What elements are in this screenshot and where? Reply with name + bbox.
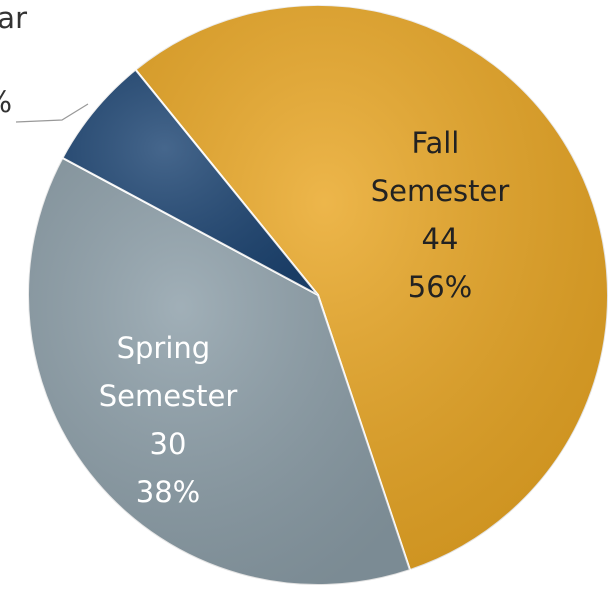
- slice-value: 30: [150, 427, 187, 461]
- leader-line: [15, 103, 89, 123]
- slice-label: Spring Semester: [99, 331, 238, 413]
- pie: [27, 4, 608, 586]
- slice-percent: 56%: [408, 270, 472, 304]
- slice-percent: %: [0, 85, 12, 119]
- slice-label: ar: [0, 1, 27, 35]
- slice-label: Fall Semester: [371, 126, 510, 208]
- slice-percent: 38%: [136, 475, 200, 509]
- slice-value: 44: [422, 222, 459, 256]
